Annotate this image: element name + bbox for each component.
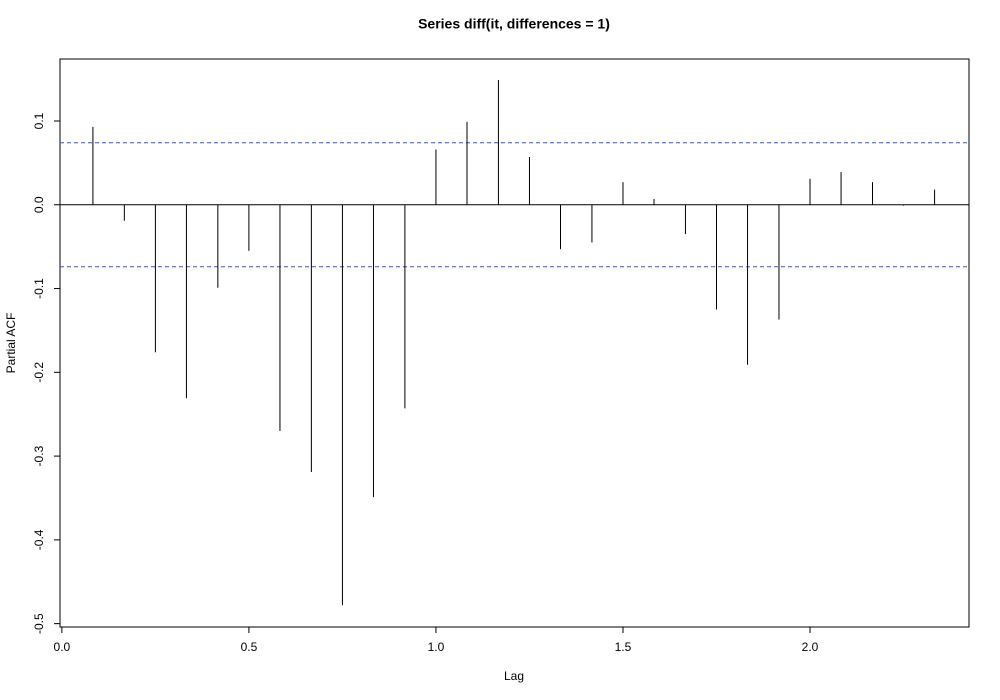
y-tick-label: -0.3	[32, 445, 46, 466]
x-tick-label: 0.0	[54, 640, 71, 654]
y-tick-label: -0.1	[32, 278, 46, 299]
y-tick-label: 0.0	[32, 196, 46, 213]
y-tick-label: 0.1	[32, 112, 46, 129]
x-tick-label: 0.5	[241, 640, 258, 654]
x-tick-label: 1.5	[615, 640, 632, 654]
y-axis-label: Partial ACF	[4, 313, 18, 374]
x-tick-label: 2.0	[802, 640, 819, 654]
x-axis-label: Lag	[504, 669, 524, 683]
y-tick-label: -0.2	[32, 362, 46, 383]
chart-title: Series diff(it, differences = 1)	[418, 16, 610, 32]
x-tick-label: 1.0	[428, 640, 445, 654]
y-tick-label: -0.5	[32, 613, 46, 634]
plot-frame	[59, 58, 970, 628]
y-tick-label: -0.4	[32, 529, 46, 550]
